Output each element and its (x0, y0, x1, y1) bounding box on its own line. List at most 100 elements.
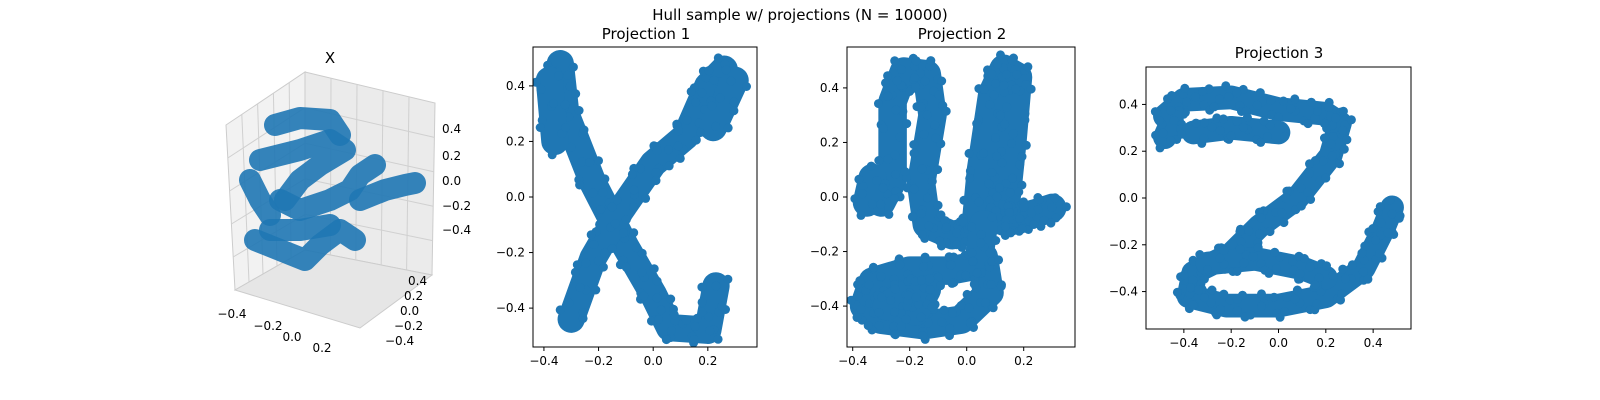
scatter-point (711, 121, 721, 131)
scatter-point (956, 301, 966, 310)
y-tick-label: −0.4 (810, 299, 839, 313)
scatter-point (952, 228, 962, 238)
scatter-point (934, 90, 944, 100)
scatter-point (890, 169, 900, 179)
scatter-point (1327, 151, 1337, 161)
scatter-point (1305, 159, 1314, 169)
scatter-point (1008, 173, 1017, 183)
scatter-point (967, 222, 977, 232)
scatter-point (1277, 208, 1287, 218)
scatter-point (985, 195, 995, 205)
scatter-point (895, 132, 905, 142)
x-tick-label: 0.4 (1364, 336, 1383, 350)
scatter-point (704, 312, 714, 322)
scatter-point (946, 260, 956, 270)
scatter-point (1310, 280, 1320, 290)
scatter-point (1306, 195, 1316, 204)
projection-1-stroke (557, 55, 738, 333)
scatter-point (868, 262, 878, 272)
scatter-point (1259, 116, 1269, 126)
scatter-point (664, 161, 674, 171)
scatter-point (666, 326, 676, 336)
floor (233, 249, 434, 329)
scatter-point (1313, 107, 1323, 116)
scatter-point (1235, 244, 1245, 254)
x3d-tick-label: 0.2 (312, 341, 331, 355)
scatter-point (1252, 100, 1262, 110)
scatter-point (920, 76, 930, 86)
scatter-point (629, 228, 639, 238)
scatter-point (1282, 292, 1292, 302)
scatter-point (637, 267, 647, 277)
scatter-point (884, 209, 894, 219)
scatter-point (988, 303, 998, 313)
scatter-point (1215, 126, 1225, 136)
scatter-point (1011, 84, 1021, 94)
scatter-point (918, 331, 928, 340)
scatter-point (1017, 180, 1027, 190)
scatter-point (1304, 169, 1314, 179)
scatter-point (917, 275, 926, 285)
scatter-point (1151, 130, 1161, 140)
scatter-point (578, 308, 588, 317)
scatter-point (1190, 92, 1200, 102)
y-tick-label: 0.4 (506, 79, 525, 93)
scatter-point (1015, 214, 1025, 223)
scatter-point (895, 260, 905, 270)
scatter-point (1256, 137, 1266, 147)
scatter-point (596, 205, 606, 214)
scatter-point (1241, 250, 1251, 260)
scatter-point (1244, 226, 1254, 236)
scatter-point (909, 140, 919, 150)
scatter-point (686, 87, 696, 97)
scatter-point (995, 110, 1005, 120)
scatter-point (1179, 270, 1189, 280)
scatter-point (1288, 256, 1298, 266)
projection-1-points (533, 50, 751, 347)
scatter-point (1292, 285, 1302, 295)
scatter-point (1270, 247, 1280, 257)
scatter-point (1017, 224, 1027, 234)
scatter-point (878, 123, 888, 133)
scatter-point (916, 312, 926, 322)
scatter-point (867, 199, 877, 209)
scatter-point (1359, 255, 1369, 265)
scatter-point (1020, 109, 1030, 119)
scatter-3d-blob (349, 172, 426, 211)
scatter-point (585, 158, 595, 167)
chart-projection-2: Projection 2 −0.4 −0.2 0.0 0.2 −0.4 −0.2 0.0 0.… (810, 25, 1076, 368)
x-tick-label: −0.4 (1169, 336, 1198, 350)
scatter-point (911, 82, 921, 92)
scatter-point (565, 81, 575, 91)
scatter-3d-blob (239, 169, 281, 226)
scatter-point (1014, 187, 1024, 197)
scatter-point (631, 243, 641, 253)
scatter-point (598, 188, 608, 198)
scatter-point (858, 182, 868, 191)
scatter-point (652, 146, 662, 156)
scatter-point (689, 335, 699, 344)
scatter-point (901, 314, 911, 324)
scatter-point (1257, 289, 1266, 299)
scatter-point (1006, 228, 1016, 238)
projection-1-stroke (535, 66, 569, 156)
scatter-point (664, 145, 673, 155)
scatter-point (911, 56, 921, 66)
scatter-point (1236, 237, 1246, 247)
scatter-point (1001, 70, 1011, 80)
scatter-point (881, 78, 890, 88)
scatter-point (1186, 283, 1195, 293)
scatter-point (1286, 104, 1296, 114)
scatter-point (1232, 294, 1242, 304)
scatter-point (1296, 201, 1306, 211)
scatter-point (705, 326, 715, 336)
scatter-point (947, 278, 957, 288)
scatter-point (570, 267, 580, 277)
scatter-point (1166, 136, 1176, 146)
scatter-point (673, 141, 683, 151)
scatter-point (991, 236, 1001, 245)
scatter-point (1256, 259, 1266, 269)
x-tick-label: −0.2 (584, 354, 613, 368)
scatter-point (1219, 289, 1229, 299)
scatter-point (696, 128, 706, 137)
